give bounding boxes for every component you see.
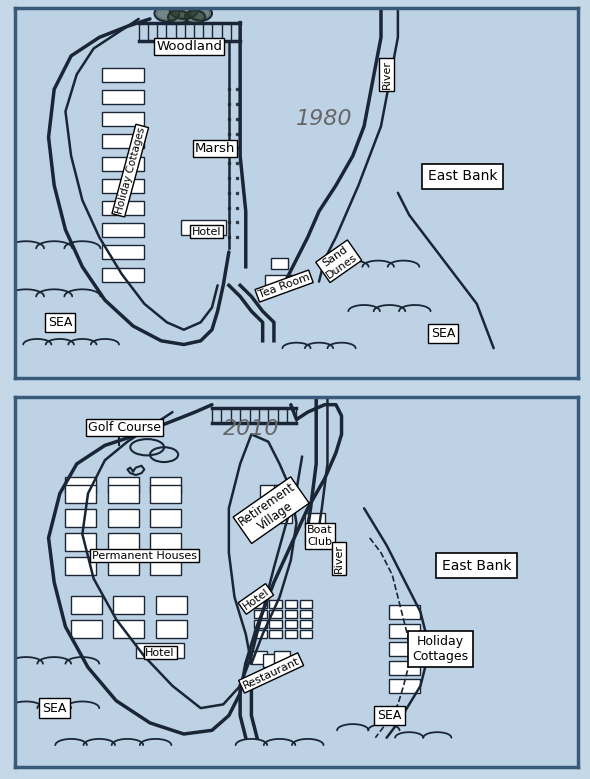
FancyBboxPatch shape xyxy=(102,223,145,238)
Text: SEA: SEA xyxy=(48,315,72,329)
FancyBboxPatch shape xyxy=(65,485,96,502)
FancyBboxPatch shape xyxy=(156,620,186,638)
Text: Retirement
Village: Retirement Village xyxy=(236,480,306,541)
FancyBboxPatch shape xyxy=(266,275,299,287)
Text: East Bank: East Bank xyxy=(442,559,512,573)
Text: River: River xyxy=(382,60,392,89)
Text: 1980: 1980 xyxy=(296,109,353,129)
FancyBboxPatch shape xyxy=(102,134,145,148)
FancyBboxPatch shape xyxy=(108,509,139,527)
FancyBboxPatch shape xyxy=(102,68,145,82)
Circle shape xyxy=(191,7,210,19)
FancyBboxPatch shape xyxy=(113,596,145,614)
FancyBboxPatch shape xyxy=(65,557,96,575)
FancyBboxPatch shape xyxy=(260,508,278,523)
FancyBboxPatch shape xyxy=(251,650,267,664)
FancyBboxPatch shape xyxy=(136,643,184,658)
FancyBboxPatch shape xyxy=(150,477,181,494)
Text: Tea Room: Tea Room xyxy=(257,272,311,300)
Text: River: River xyxy=(335,544,345,573)
Text: Golf Course: Golf Course xyxy=(88,421,161,434)
FancyBboxPatch shape xyxy=(108,485,139,502)
FancyBboxPatch shape xyxy=(300,619,312,628)
FancyBboxPatch shape xyxy=(284,629,297,638)
FancyBboxPatch shape xyxy=(150,485,181,502)
Circle shape xyxy=(172,2,196,17)
Text: SEA: SEA xyxy=(377,709,402,722)
Circle shape xyxy=(169,12,187,23)
FancyBboxPatch shape xyxy=(71,596,102,614)
FancyBboxPatch shape xyxy=(274,650,290,664)
FancyBboxPatch shape xyxy=(150,557,181,575)
Text: Permanent Houses: Permanent Houses xyxy=(92,551,197,561)
FancyBboxPatch shape xyxy=(102,267,145,282)
FancyBboxPatch shape xyxy=(300,629,312,638)
FancyBboxPatch shape xyxy=(300,610,312,618)
Text: Holiday Cottages: Holiday Cottages xyxy=(114,126,147,215)
FancyBboxPatch shape xyxy=(274,508,292,523)
FancyBboxPatch shape xyxy=(389,642,421,656)
Text: Hotel: Hotel xyxy=(241,587,271,612)
FancyBboxPatch shape xyxy=(102,201,145,215)
FancyBboxPatch shape xyxy=(270,619,282,628)
FancyBboxPatch shape xyxy=(389,605,421,619)
FancyBboxPatch shape xyxy=(71,620,102,638)
Text: SEA: SEA xyxy=(431,327,455,340)
FancyBboxPatch shape xyxy=(270,600,282,608)
Circle shape xyxy=(186,12,204,23)
Text: Holiday
Cottages: Holiday Cottages xyxy=(412,635,468,663)
FancyBboxPatch shape xyxy=(254,619,267,628)
Text: Marsh: Marsh xyxy=(195,142,235,155)
FancyBboxPatch shape xyxy=(108,477,139,494)
FancyBboxPatch shape xyxy=(65,509,96,527)
FancyBboxPatch shape xyxy=(389,679,421,693)
FancyBboxPatch shape xyxy=(389,661,421,675)
FancyBboxPatch shape xyxy=(389,624,421,638)
FancyBboxPatch shape xyxy=(102,90,145,104)
Circle shape xyxy=(156,6,178,20)
FancyBboxPatch shape xyxy=(113,620,145,638)
Text: Hotel: Hotel xyxy=(192,227,221,237)
FancyBboxPatch shape xyxy=(156,596,186,614)
Text: Hotel: Hotel xyxy=(145,647,175,657)
FancyBboxPatch shape xyxy=(150,533,181,551)
FancyBboxPatch shape xyxy=(270,610,282,618)
FancyBboxPatch shape xyxy=(284,610,297,618)
Text: SEA: SEA xyxy=(42,702,67,714)
FancyBboxPatch shape xyxy=(300,600,312,608)
Text: East Bank: East Bank xyxy=(428,169,497,183)
Text: 2010: 2010 xyxy=(223,419,280,439)
Text: Woodland: Woodland xyxy=(156,41,222,53)
FancyBboxPatch shape xyxy=(108,533,139,551)
Text: Restaurant: Restaurant xyxy=(241,655,301,690)
FancyBboxPatch shape xyxy=(305,513,325,527)
FancyBboxPatch shape xyxy=(305,531,325,545)
FancyBboxPatch shape xyxy=(263,654,278,668)
FancyBboxPatch shape xyxy=(108,557,139,575)
FancyBboxPatch shape xyxy=(254,600,267,608)
Text: Sand
Dunes: Sand Dunes xyxy=(318,242,359,280)
FancyBboxPatch shape xyxy=(284,619,297,628)
FancyBboxPatch shape xyxy=(102,112,145,126)
FancyBboxPatch shape xyxy=(274,485,292,501)
FancyBboxPatch shape xyxy=(270,629,282,638)
Text: Boat
Club: Boat Club xyxy=(307,525,333,547)
FancyBboxPatch shape xyxy=(284,600,297,608)
FancyBboxPatch shape xyxy=(254,629,267,638)
FancyBboxPatch shape xyxy=(181,220,226,235)
FancyBboxPatch shape xyxy=(65,477,96,494)
FancyBboxPatch shape xyxy=(102,157,145,171)
FancyBboxPatch shape xyxy=(254,610,267,618)
FancyBboxPatch shape xyxy=(150,509,181,527)
FancyBboxPatch shape xyxy=(102,178,145,193)
FancyBboxPatch shape xyxy=(102,245,145,259)
FancyBboxPatch shape xyxy=(65,533,96,551)
FancyBboxPatch shape xyxy=(271,258,288,269)
FancyBboxPatch shape xyxy=(260,485,278,501)
